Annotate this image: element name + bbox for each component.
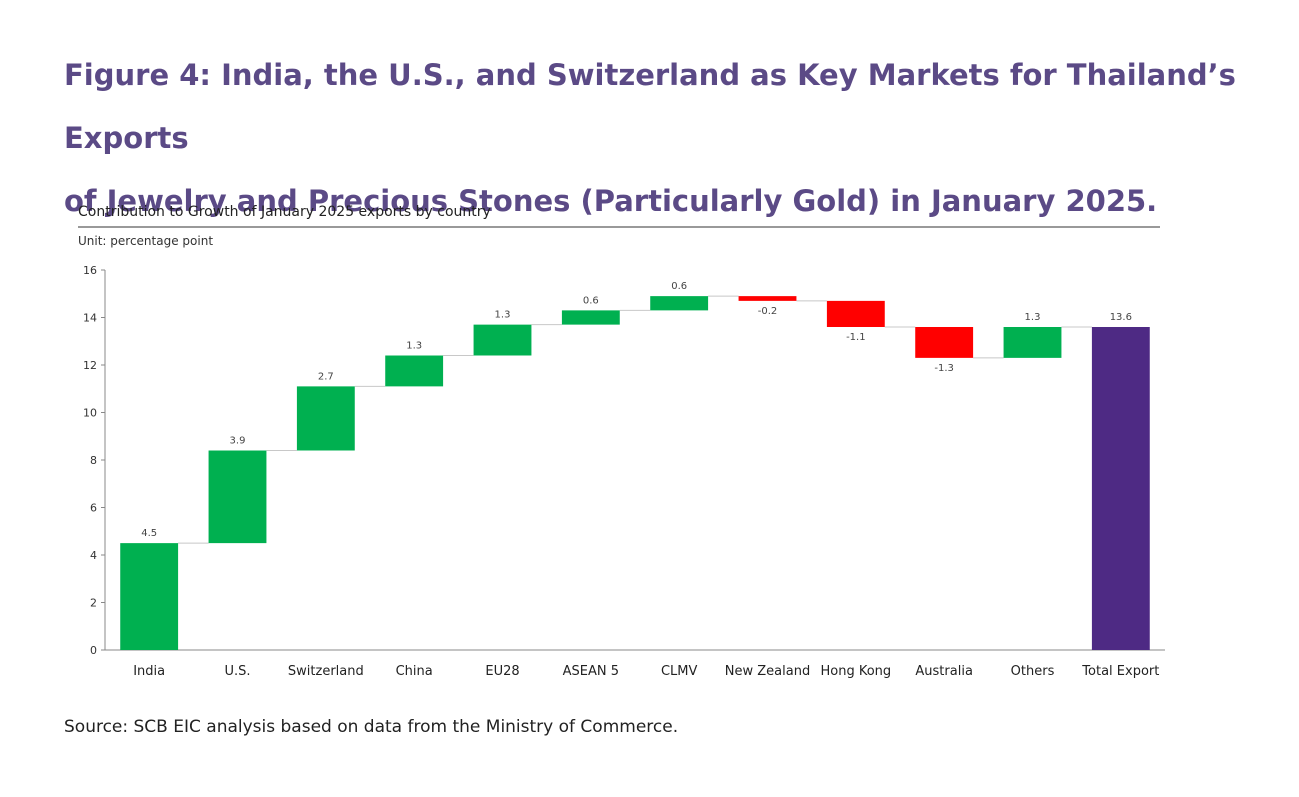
y-tick-label: 12 bbox=[83, 359, 97, 372]
x-tick-label: Hong Kong bbox=[820, 664, 891, 679]
bar-china bbox=[385, 355, 444, 387]
y-tick-label: 14 bbox=[83, 312, 97, 325]
x-tick-label: Others bbox=[1011, 664, 1055, 679]
bar-eu28 bbox=[473, 324, 532, 356]
chart-title: Contribution to Growth of January 2025 e… bbox=[78, 204, 491, 220]
y-tick-label: 10 bbox=[83, 407, 97, 420]
data-label: -1.3 bbox=[934, 363, 954, 374]
data-label: 0.6 bbox=[671, 281, 687, 292]
bar-switzerland bbox=[296, 386, 355, 451]
x-tick-label: New Zealand bbox=[725, 664, 810, 679]
y-tick-label: 4 bbox=[90, 549, 97, 562]
bar-india bbox=[120, 543, 179, 650]
y-tick-label: 0 bbox=[90, 644, 97, 657]
chart-axes: 0 2 4 6 8 10 12 14 16 bbox=[83, 264, 1165, 657]
x-tick-label: Total Export bbox=[1081, 664, 1159, 679]
x-tick-label: EU28 bbox=[485, 664, 519, 679]
figure-title: Figure 4: India, the U.S., and Switzerla… bbox=[64, 44, 1244, 233]
bar-others bbox=[1003, 327, 1062, 358]
x-tick-label: Switzerland bbox=[288, 664, 364, 679]
x-tick-label: U.S. bbox=[224, 664, 250, 679]
y-tick-label: 16 bbox=[83, 264, 97, 277]
bar-total-export bbox=[1091, 327, 1150, 650]
data-label: 1.3 bbox=[406, 341, 422, 352]
y-tick-label: 6 bbox=[90, 502, 97, 515]
bar-u-s- bbox=[208, 450, 267, 544]
data-label: 0.6 bbox=[583, 295, 599, 306]
data-label: 13.6 bbox=[1110, 312, 1132, 323]
x-tick-label: ASEAN 5 bbox=[563, 664, 619, 679]
bar-new-zealand bbox=[738, 296, 797, 301]
chart-bars bbox=[120, 296, 1150, 650]
data-label: -0.2 bbox=[758, 306, 778, 317]
x-tick-label: CLMV bbox=[661, 664, 698, 679]
bar-australia bbox=[915, 327, 974, 358]
data-label: 1.3 bbox=[1025, 312, 1041, 323]
bar-hong-kong bbox=[826, 300, 885, 327]
chart-unit: Unit: percentage point bbox=[78, 234, 213, 248]
bar-asean-5 bbox=[561, 310, 620, 325]
data-label: 1.3 bbox=[495, 310, 511, 321]
chart-data-labels: 4.5 3.9 2.7 1.3 1.3 0.6 0.6 -0.2 -1.1 -1.3 1.3 13.6 bbox=[141, 281, 1132, 539]
y-tick-label: 8 bbox=[90, 454, 97, 467]
x-tick-label: India bbox=[133, 664, 165, 679]
x-tick-label: Australia bbox=[915, 664, 973, 679]
data-label: 2.7 bbox=[318, 371, 334, 382]
data-label: 3.9 bbox=[230, 436, 246, 447]
chart-x-labels: India U.S. Switzerland China EU28 ASEAN 5 CLMV… bbox=[133, 664, 1159, 679]
figure-title-line-2: of Jewelry and Precious Stones (Particul… bbox=[64, 184, 1158, 218]
data-label: -1.1 bbox=[846, 332, 866, 343]
bar-clmv bbox=[650, 296, 709, 311]
chart-connectors bbox=[178, 295, 1092, 544]
y-tick-label: 2 bbox=[90, 597, 97, 610]
x-tick-label: China bbox=[396, 664, 433, 679]
source-note: Source: SCB EIC analysis based on data f… bbox=[64, 717, 679, 737]
data-label: 4.5 bbox=[141, 528, 157, 539]
figure-title-line-1: Figure 4: India, the U.S., and Switzerla… bbox=[64, 58, 1236, 155]
